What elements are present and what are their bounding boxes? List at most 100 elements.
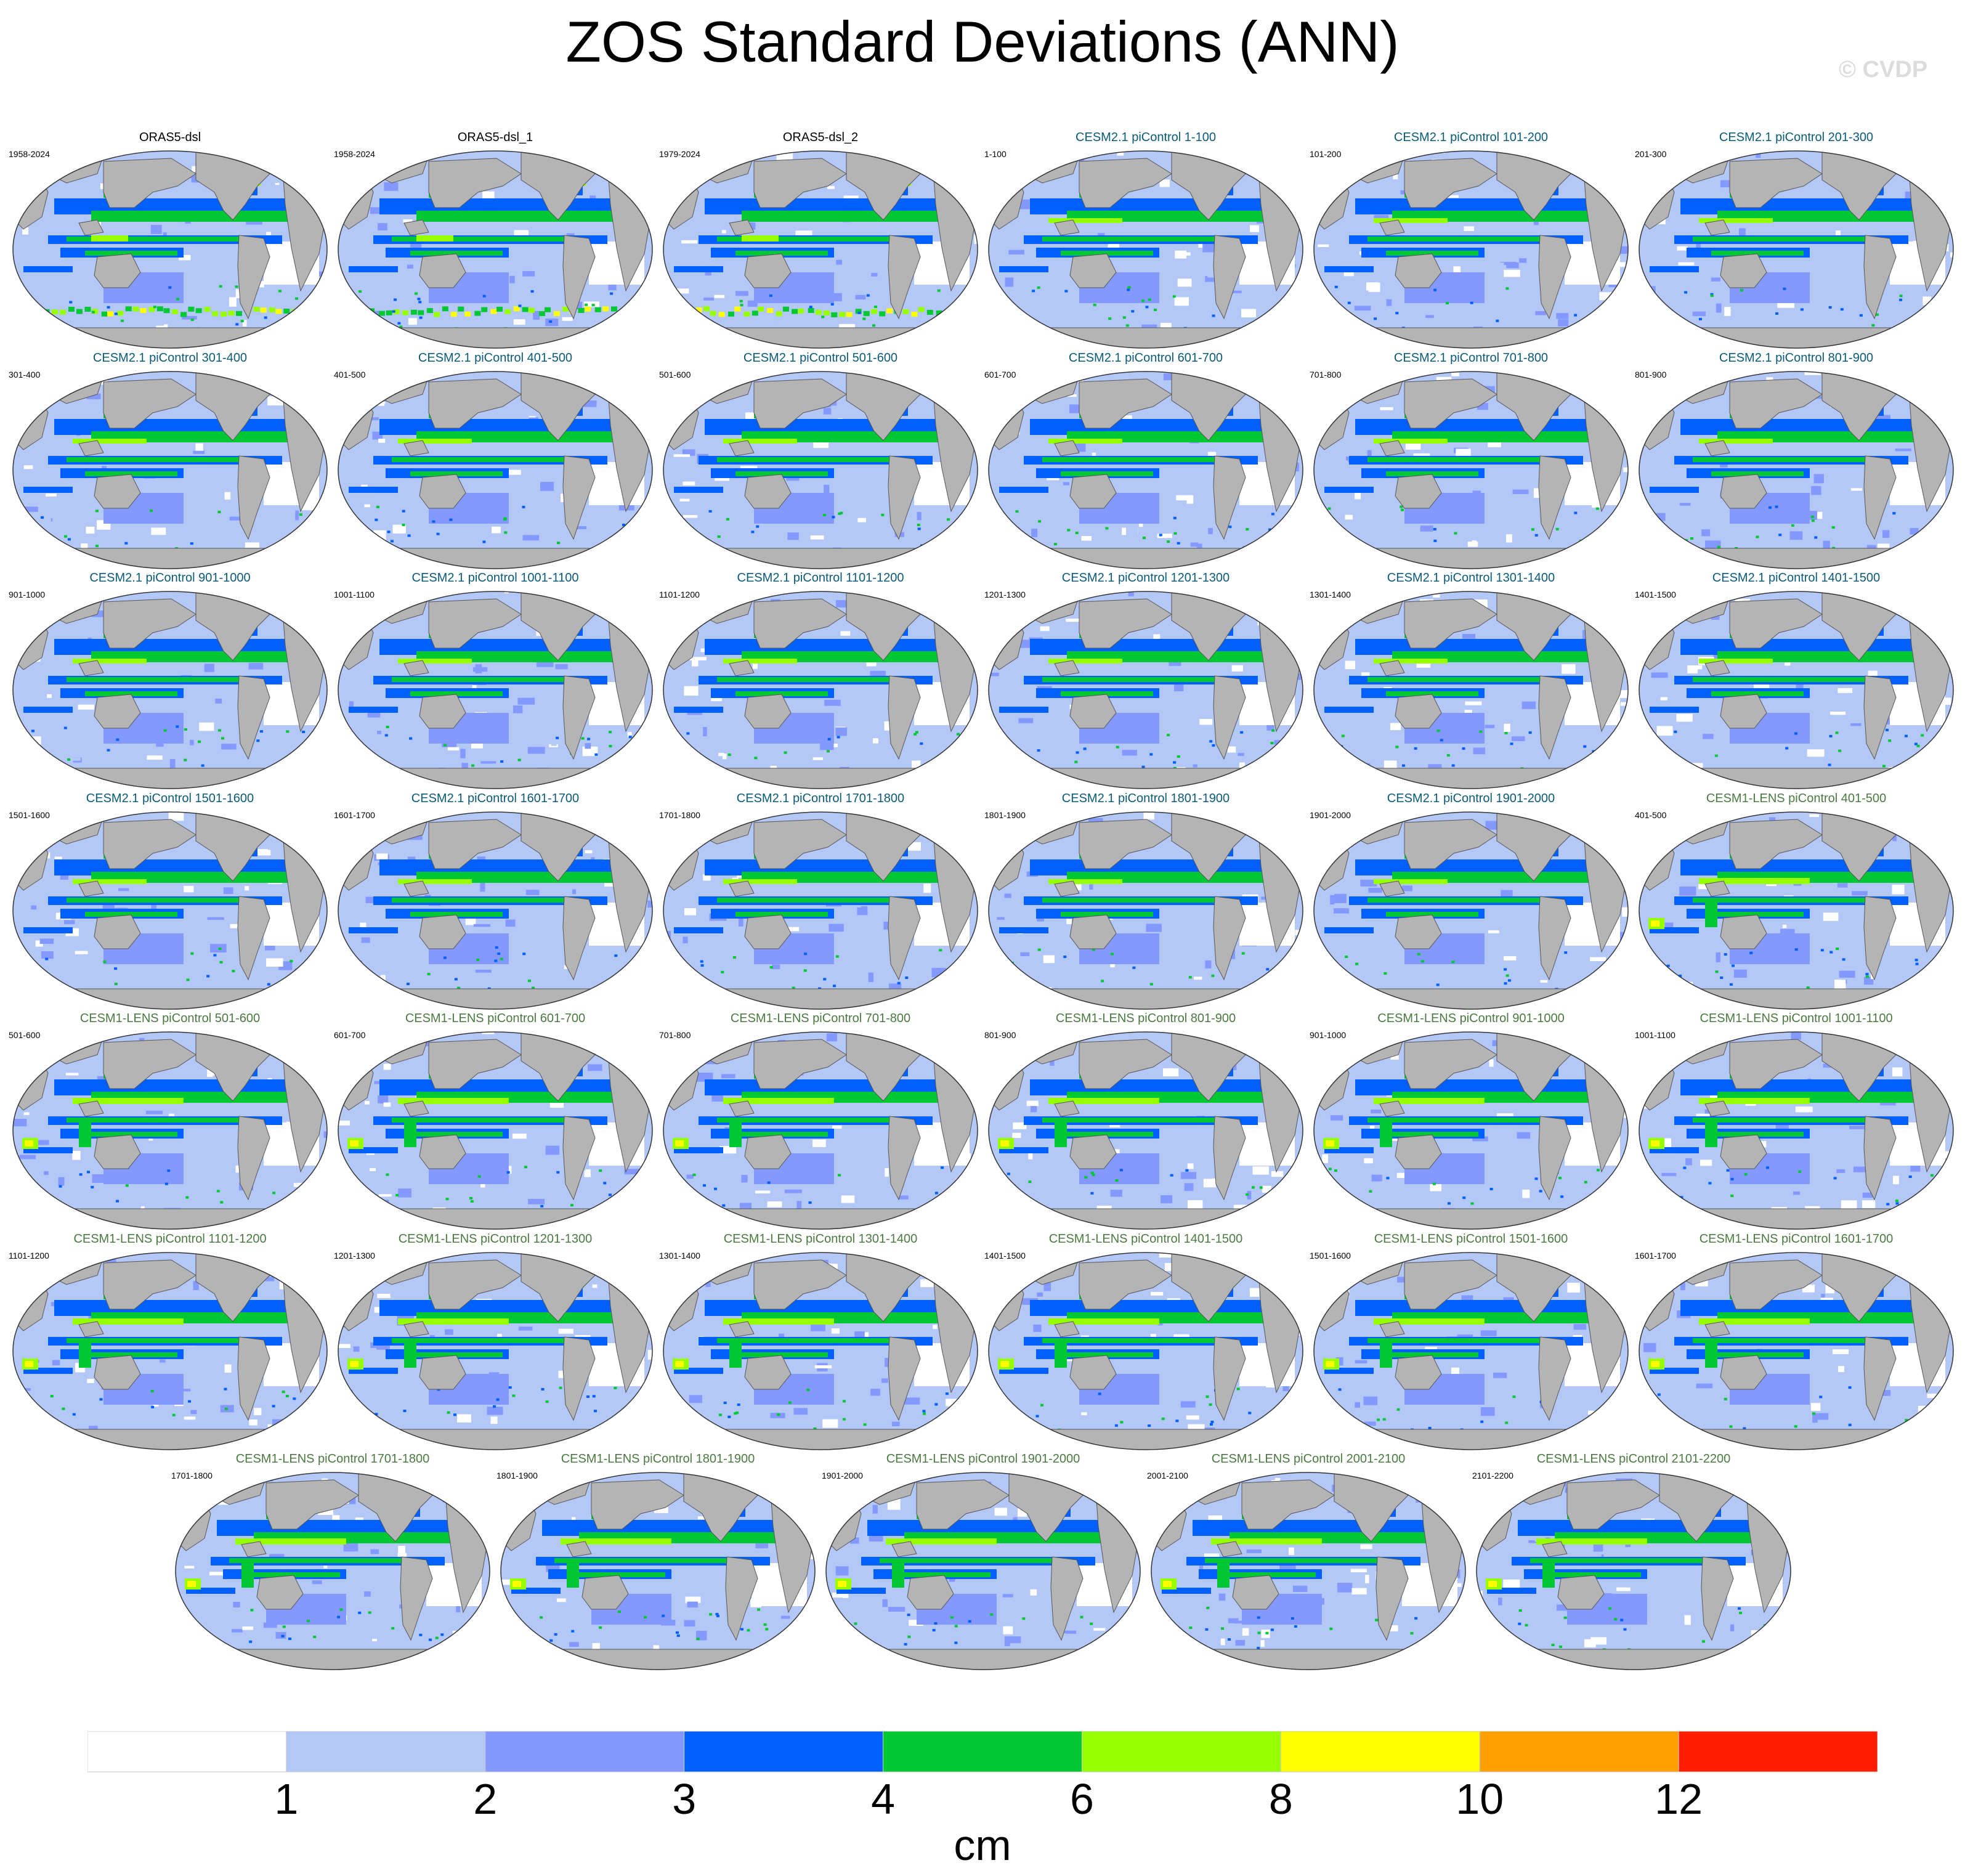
australia-land — [1232, 1575, 1279, 1610]
equatorial-core — [1693, 237, 1878, 242]
map-outline — [1639, 1031, 1954, 1230]
australia-land — [581, 1575, 629, 1610]
panel-title: CESM2.1 piControl 1901-2000 — [1387, 791, 1555, 805]
south-equatorial-core — [1549, 1572, 1641, 1577]
panel-years: 1901-2000 — [1310, 810, 1351, 820]
panel-years: 801-900 — [984, 1030, 1016, 1040]
map-panel: CESM2.1 piControl 301-400 301-400 — [7, 351, 333, 571]
map — [175, 1472, 490, 1670]
equatorial-core — [1367, 1118, 1552, 1123]
panel-years: 1301-1400 — [1310, 590, 1351, 599]
antarctica-land — [663, 327, 978, 348]
south-america-land — [1863, 1336, 1897, 1421]
maritime-continent-land — [1054, 880, 1080, 897]
south-america-land — [237, 675, 270, 760]
south-america-land — [1213, 895, 1246, 980]
equatorial-core — [1530, 1558, 1715, 1563]
map — [12, 591, 328, 789]
antarctica-land — [1639, 327, 1953, 348]
antarctica-land — [989, 988, 1303, 1009]
south-america-land — [1213, 1336, 1246, 1421]
australia-land — [256, 1575, 304, 1610]
map-outline — [338, 370, 653, 569]
map-outline — [500, 1472, 816, 1670]
map-panel: CESM2.1 piControl 701-800 701-800 — [1308, 351, 1634, 571]
indian-ocean-band — [1162, 1588, 1211, 1594]
antarctica-land — [338, 548, 652, 569]
indian-ocean-band — [349, 486, 398, 493]
asia-land — [1079, 1039, 1172, 1089]
australia-land — [1395, 473, 1442, 508]
indian-ocean-band — [999, 707, 1048, 713]
antarctica-land — [1639, 548, 1953, 569]
panel-title: CESM2.1 piControl 1201-1300 — [1061, 571, 1230, 585]
panel-title: CESM2.1 piControl 1301-1400 — [1387, 571, 1555, 585]
map-outline — [175, 1472, 490, 1670]
equatorial-core — [1693, 677, 1878, 682]
panel-years: 1101-1200 — [9, 1250, 49, 1261]
panel-title: CESM2.1 piControl 1001-1100 — [411, 571, 579, 585]
map-panel: CESM1-LENS piControl 1801-1900 1801-1900 — [495, 1452, 820, 1671]
asia-land — [1079, 158, 1172, 208]
panel-years: 301-400 — [9, 369, 41, 380]
australia-land — [1557, 1575, 1605, 1610]
indian-ocean-band — [674, 486, 723, 493]
south-equatorial-core — [735, 691, 828, 696]
panel-title: CESM1-LENS piControl 401-500 — [1706, 791, 1887, 805]
maritime-continent-land — [241, 1541, 267, 1557]
antarctica-land — [13, 768, 327, 789]
equatorial-core — [1367, 457, 1552, 462]
south-equatorial-core — [735, 911, 828, 917]
panel-years: 1201-1300 — [334, 1250, 375, 1261]
map-outline — [825, 1472, 1141, 1670]
antarctica-land — [826, 1649, 1140, 1670]
asia-land — [428, 1259, 522, 1309]
asia-land — [428, 818, 522, 869]
panel-title: CESM2.1 piControl 901-1000 — [89, 571, 251, 585]
maritime-continent-land — [78, 439, 104, 457]
antarctica-land — [663, 1429, 978, 1450]
map — [663, 591, 978, 789]
maritime-continent-land — [403, 660, 429, 676]
maritime-continent-land — [1704, 660, 1730, 676]
south-equatorial-core — [410, 911, 503, 917]
map — [988, 811, 1303, 1010]
antarctica-land — [176, 1649, 490, 1670]
asia-land — [1241, 1479, 1335, 1530]
antarctica-land — [663, 768, 978, 789]
map-panel: CESM2.1 piControl 1201-1300 1201-1300 — [983, 571, 1308, 790]
panel-title: ORAS5-dsl — [139, 131, 201, 144]
south-equatorial-core — [1711, 911, 1804, 917]
asia-land — [753, 818, 847, 869]
equatorial-core — [717, 897, 902, 903]
south-equatorial-core — [410, 1352, 503, 1357]
panel-title: CESM1-LENS piControl 1801-1900 — [561, 1452, 755, 1466]
south-america-land — [1701, 1556, 1734, 1641]
colorbar-units: cm — [954, 1821, 1011, 1869]
australia-land — [1720, 1134, 1767, 1169]
map — [1639, 1251, 1954, 1450]
south-equatorial-core — [1711, 251, 1804, 256]
equatorial-core — [1042, 677, 1227, 682]
maritime-continent-land — [1217, 1541, 1242, 1557]
south-america-land — [562, 455, 596, 540]
map — [663, 1031, 978, 1230]
maritime-continent-land — [1379, 219, 1405, 236]
map — [1313, 811, 1629, 1010]
map-outline — [1639, 370, 1954, 569]
asia-land — [1404, 1259, 1497, 1309]
panel-years: 1958-2024 — [9, 149, 50, 159]
south-america-land — [237, 235, 270, 320]
panel-title: CESM2.1 piControl 801-900 — [1719, 351, 1874, 365]
colorbar-tick-label: 12 — [1655, 1775, 1703, 1823]
map-outline — [1313, 1031, 1629, 1230]
south-equatorial-core — [248, 1572, 340, 1577]
panel-years: 701-800 — [1310, 369, 1342, 380]
indian-ocean-band — [999, 1147, 1048, 1153]
panel-title: CESM2.1 piControl 1-100 — [1076, 131, 1216, 144]
panel-years: 901-1000 — [9, 590, 46, 599]
indian-ocean-band — [349, 1367, 398, 1374]
indian-ocean-band — [349, 927, 398, 933]
map-panel: CESM1-LENS piControl 401-500 401-500 — [1634, 792, 1959, 1011]
indian-ocean-band — [674, 1367, 723, 1374]
